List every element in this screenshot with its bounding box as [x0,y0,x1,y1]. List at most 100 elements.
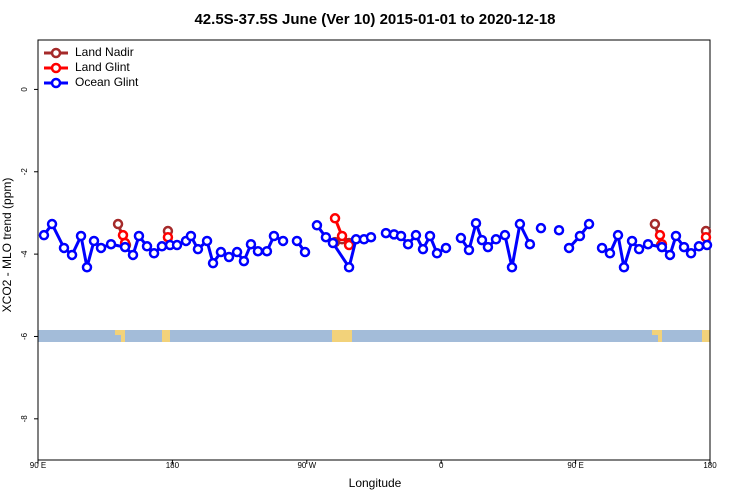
point [311,220,323,231]
legend-marker [50,62,62,74]
point [553,224,565,236]
point [455,232,467,244]
point [693,241,705,252]
chart-title: 42.5S-37.5S June (Ver 10) 2015-01-01 to … [194,11,555,28]
x-tick-label: 180 [166,461,180,470]
point [402,238,414,250]
point [231,246,243,258]
point [268,230,280,242]
point [656,241,668,253]
y-tick-label: 0 [20,87,29,92]
point [343,262,355,273]
legend-marker [50,47,62,59]
point [343,239,355,251]
point [58,242,70,254]
point [596,242,608,254]
point [664,249,676,261]
point [329,213,341,224]
point [365,231,377,243]
point [463,244,475,256]
y-tick-label: -2 [20,168,29,176]
point [245,238,257,250]
point [612,229,624,241]
y-axis-label: XCO2 - MLO trend (ppm) [0,178,14,313]
land-mask-strip [38,330,710,342]
point [277,235,289,247]
point [119,241,131,253]
point [95,242,107,254]
point [470,217,482,229]
point [574,230,586,242]
point [482,241,494,253]
point [148,248,160,259]
point [291,235,303,247]
point [604,248,616,259]
point [506,262,518,273]
point [410,229,422,241]
legend-label: Land Nadir [75,45,134,59]
x-tick-label: 180 [703,461,717,470]
point [701,239,713,251]
point [81,262,93,273]
point [156,241,168,252]
point [46,218,58,230]
point [395,230,407,242]
point [238,255,250,267]
point [215,246,227,258]
point [252,245,264,257]
point [133,230,145,242]
point [380,227,392,239]
point [642,238,654,250]
x-axis-label: Longitude [349,476,402,490]
point [670,230,682,242]
point [654,229,666,241]
point [201,235,213,247]
point [112,218,124,230]
point [185,230,197,242]
point [417,243,429,255]
x-tick-label: 90 E [567,461,583,470]
point [476,234,488,246]
y-tick-label: -4 [20,250,29,258]
point [490,234,502,245]
point [440,242,452,254]
point [514,218,526,230]
legend-marker [50,77,62,89]
plot-frame [37,39,711,461]
point [633,243,645,255]
point [336,230,348,242]
point [207,257,219,269]
point [626,235,638,247]
point [685,248,697,259]
point [88,235,100,247]
point [499,229,511,241]
point [618,262,630,273]
x-tick-label: 90 W [297,461,316,470]
point [524,238,536,250]
point [192,243,204,255]
point [583,218,595,230]
point [320,231,332,243]
point [66,249,78,261]
x-tick-label: 0 [439,461,444,470]
point [261,245,273,257]
point [535,222,547,234]
point [563,242,575,254]
point [38,229,50,241]
point [75,230,87,242]
point [171,239,183,251]
y-tick-label: -8 [20,415,29,423]
point [431,248,443,259]
point [327,237,339,249]
point [141,241,153,252]
y-tick-label: -6 [20,332,29,340]
point [649,218,661,230]
point [127,249,139,261]
point [424,230,436,242]
legend-label: Land Glint [75,60,130,74]
point [299,246,311,258]
point [223,251,235,263]
point [678,241,690,253]
x-tick-label: 90 E [30,461,46,470]
